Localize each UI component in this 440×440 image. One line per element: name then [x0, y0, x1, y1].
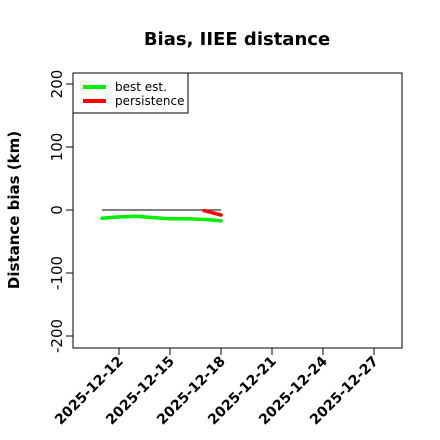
chart-title: Bias, IIEE distance	[144, 29, 330, 50]
y-tick-label: 0	[48, 205, 66, 215]
series-line-best-est-	[100, 214, 223, 223]
y-tick-label: -200	[48, 319, 66, 353]
y-tick-label: 100	[48, 133, 66, 162]
series-layer	[100, 208, 223, 223]
axis-layer: 2025-12-122025-12-152025-12-182025-12-21…	[48, 70, 403, 428]
legend-label: persistence	[115, 94, 184, 108]
legend-box	[72, 72, 189, 114]
legend: best est.persistence	[72, 72, 189, 114]
y-tick-label: -100	[48, 256, 66, 290]
y-tick-label: 200	[48, 70, 66, 99]
legend-label: best est.	[115, 80, 167, 94]
y-axis-label: Distance bias (km)	[5, 131, 23, 289]
series-line-persistence	[202, 208, 223, 217]
